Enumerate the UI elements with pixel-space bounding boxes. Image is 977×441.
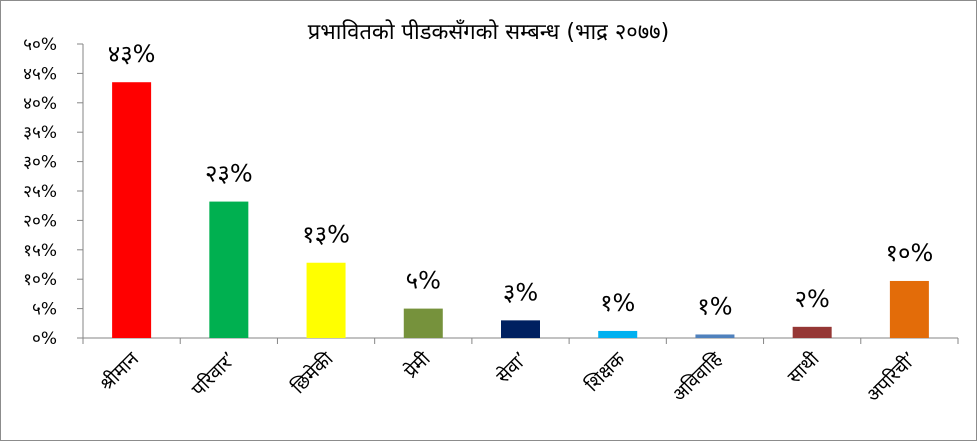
bar <box>209 201 249 338</box>
data-label: ४३% <box>108 40 156 68</box>
data-label: ५% <box>406 267 441 295</box>
axes: ०% ५% १०% १५% २०% २५% ३०% ३५% ४०% ४५% ५०% <box>23 35 959 349</box>
y-tick-label: १५% <box>23 241 57 261</box>
data-label: १३% <box>302 221 350 249</box>
y-tick-label: ४५% <box>23 64 57 84</box>
bar <box>501 320 540 338</box>
bar <box>695 334 735 338</box>
x-tick-label: प्रेमी <box>399 347 435 383</box>
y-tick-label: ५% <box>32 300 57 320</box>
y-tick-label: ४०% <box>23 94 57 114</box>
x-tick-label: अपरिची’ <box>862 347 921 406</box>
bar <box>112 82 152 338</box>
bar <box>403 308 443 338</box>
y-tick-label: ५०% <box>23 35 57 55</box>
y-tick-label: ३५% <box>23 123 57 143</box>
data-label: १०% <box>886 239 934 267</box>
x-tick-label: छिमेकी <box>287 347 339 399</box>
data-label: १% <box>697 292 732 320</box>
y-tick-label: ३०% <box>23 153 57 173</box>
x-tick-label: श्रीमान <box>95 347 144 396</box>
x-tick-label: अविवाहि <box>667 347 727 407</box>
x-tick-label: शिक्षक <box>580 347 629 396</box>
y-tick-label: २५% <box>23 182 57 202</box>
chart-title: प्रभावितको पीडकसँगको सम्बन्ध (भाद्र २०७७… <box>307 20 670 45</box>
x-tick-label: साथी <box>783 347 825 389</box>
bars <box>112 82 929 338</box>
data-label: ३% <box>503 278 538 306</box>
data-label: १% <box>600 289 635 317</box>
bar <box>598 330 638 338</box>
data-label: २३% <box>205 160 253 188</box>
data-label: २% <box>795 285 830 313</box>
bar <box>792 326 832 338</box>
y-tick-label: २०% <box>23 211 57 231</box>
bar <box>306 262 346 338</box>
x-tick-label: परिवार’ <box>187 347 241 401</box>
bar <box>889 280 929 338</box>
y-tick-label: ०% <box>32 329 57 349</box>
x-tick-label: सेवा’ <box>491 347 532 388</box>
y-tick-label: १०% <box>23 270 57 290</box>
